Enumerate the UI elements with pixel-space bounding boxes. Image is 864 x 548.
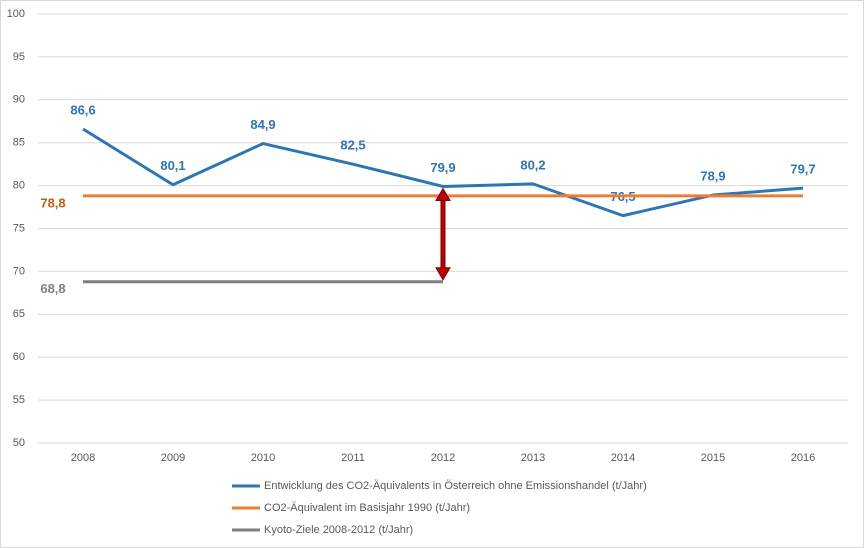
x-tick-label: 2013: [521, 452, 545, 464]
legend-label: CO2-Äquivalent im Basisjahr 1990 (t/Jahr…: [264, 502, 470, 514]
y-tick-label: 80: [13, 180, 25, 192]
legend-label: Entwicklung des CO2-Äquivalents in Öster…: [264, 480, 647, 492]
value-label: 68,8: [40, 281, 65, 296]
x-tick-label: 2012: [431, 452, 455, 464]
y-tick-label: 50: [13, 437, 25, 449]
x-tick-label: 2008: [71, 452, 95, 464]
value-label: 78,8: [40, 195, 65, 210]
y-tick-label: 95: [13, 51, 25, 63]
y-tick-label: 55: [13, 394, 25, 406]
y-tick-label: 90: [13, 94, 25, 106]
x-tick-label: 2010: [251, 452, 275, 464]
value-label: 86,6: [70, 102, 95, 117]
y-tick-label: 100: [7, 8, 25, 20]
legend-label: Kyoto-Ziele 2008-2012 (t/Jahr): [264, 524, 413, 536]
value-label: 82,5: [340, 138, 365, 153]
x-tick-label: 2016: [791, 452, 815, 464]
value-label: 79,7: [790, 162, 815, 177]
x-tick-label: 2009: [161, 452, 185, 464]
x-tick-label: 2015: [701, 452, 725, 464]
x-tick-label: 2014: [611, 452, 635, 464]
value-label: 78,9: [700, 168, 725, 183]
arrow-head: [435, 267, 451, 281]
x-tick-label: 2011: [341, 452, 365, 464]
value-label: 80,2: [520, 157, 545, 172]
y-tick-label: 65: [13, 308, 25, 320]
y-tick-label: 60: [13, 351, 25, 363]
y-tick-label: 75: [13, 222, 25, 234]
arrow-head: [435, 187, 451, 201]
value-label: 80,1: [160, 158, 185, 173]
value-label: 79,9: [430, 160, 455, 175]
series-line: [82, 127, 804, 218]
value-label: 84,9: [250, 117, 275, 132]
y-tick-label: 70: [13, 265, 25, 277]
y-tick-label: 85: [13, 137, 25, 149]
